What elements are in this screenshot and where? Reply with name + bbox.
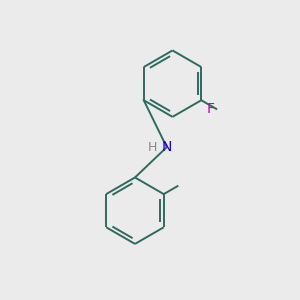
Text: F: F	[207, 102, 215, 116]
Text: H: H	[148, 141, 158, 154]
Text: N: N	[162, 140, 172, 154]
